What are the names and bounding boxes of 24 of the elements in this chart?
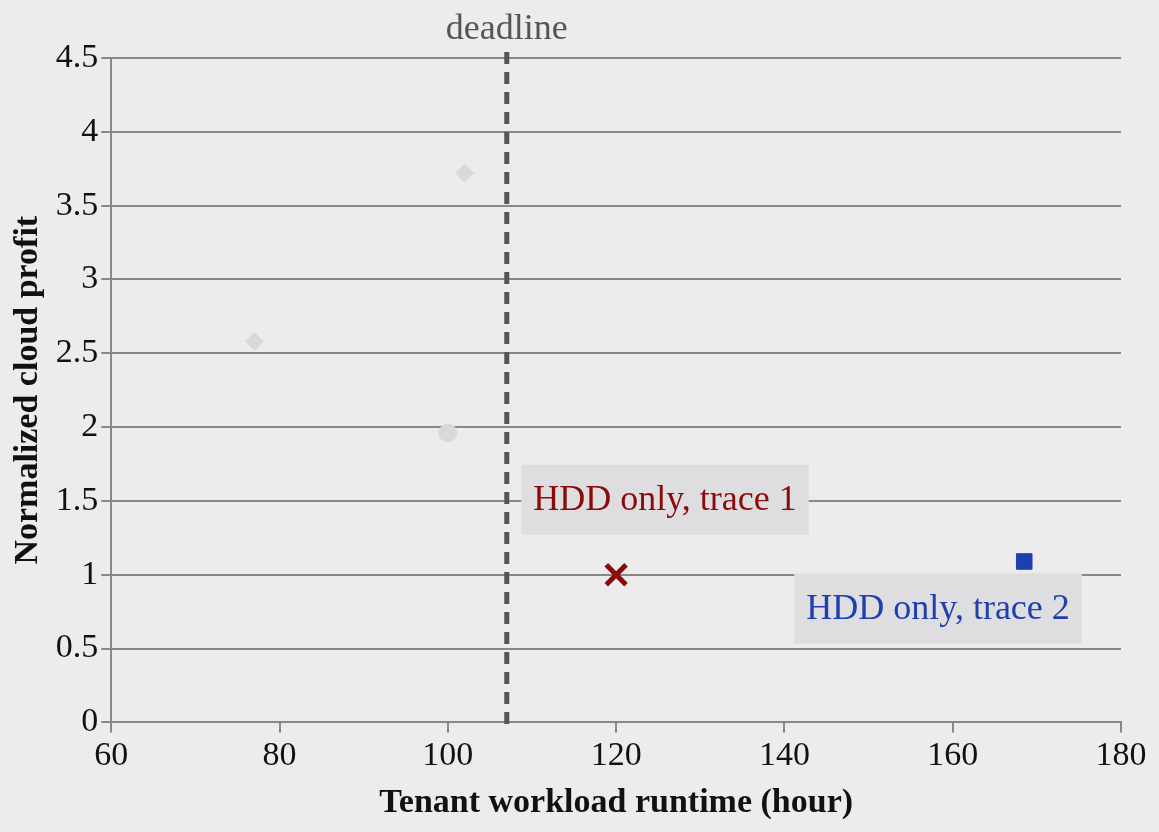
x-tick-label: 180 [1095, 734, 1147, 772]
y-tick-label: 2.5 [55, 332, 99, 370]
point [1015, 553, 1033, 570]
y-tick-label: 3 [81, 258, 99, 296]
y-tick-label: 0.5 [55, 627, 99, 665]
text: HDD only, trace 1 [533, 478, 797, 519]
y-tick-label: 4 [81, 110, 99, 148]
y-tick-label: 2 [81, 406, 99, 444]
x-tick-label: 140 [758, 734, 810, 772]
point [438, 423, 458, 443]
x-tick-label: 80 [262, 734, 297, 772]
y-tick-label: 1 [81, 553, 99, 591]
y-tick-label: 4.5 [55, 36, 99, 74]
series-label: HDD only, trace 2 [806, 586, 1070, 627]
x-tick-label: 160 [927, 734, 979, 772]
x-axis-title: Tenant workload runtime (hour) [379, 782, 854, 821]
x-tick-label: 120 [590, 734, 642, 772]
y-axis-title: Normalized cloud profit [7, 215, 45, 565]
point [244, 331, 264, 351]
y-tick-label: 1.5 [55, 479, 99, 517]
y-tick-label: 3.5 [55, 184, 99, 222]
ref-line-label: deadline [445, 7, 568, 48]
point [603, 562, 629, 588]
x-tick-label: 100 [422, 734, 474, 772]
